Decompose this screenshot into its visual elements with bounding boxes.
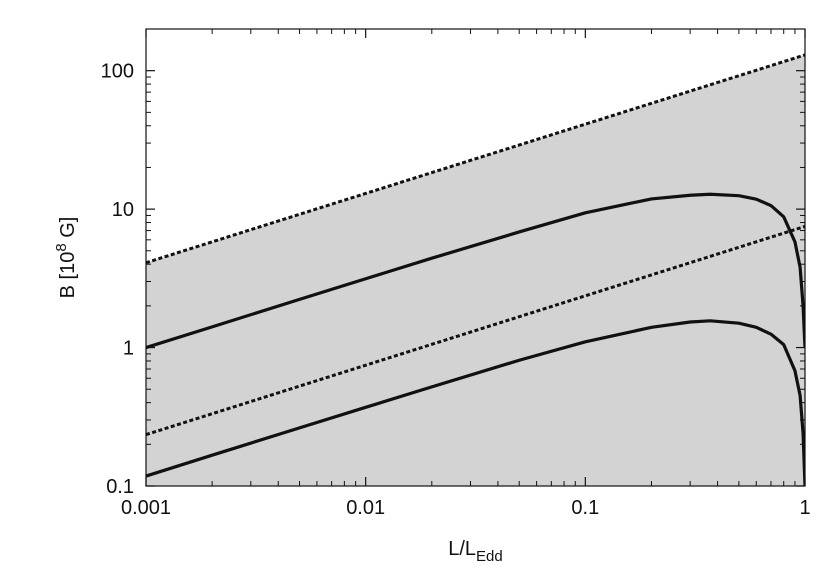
series-layer — [146, 53, 805, 486]
x-axis-label-sub: Edd — [476, 548, 503, 565]
x-tick-label: 1 — [799, 497, 810, 519]
series-line-4 — [146, 319, 805, 486]
x-axis-label: L/LEdd — [448, 538, 503, 565]
shaded-band-layer — [146, 54, 805, 486]
tick-layer: 0.001 0.01 0.1 1 0.1 1 10 100 — [101, 28, 811, 519]
y-axis-label-sup: 8 — [53, 243, 70, 251]
x-tick-label: 0.1 — [571, 497, 599, 519]
y-tick-label: 10 — [112, 199, 134, 221]
y-axis-label: B [108 G] — [53, 217, 79, 299]
y-tick-label: 100 — [101, 61, 134, 83]
series-line-3 — [146, 192, 805, 350]
plot-frame — [145, 28, 806, 487]
x-tick-label: 0.001 — [121, 497, 171, 519]
y-axis-label-post: G] — [57, 217, 79, 244]
y-tick-label: 0.1 — [106, 476, 134, 498]
shaded-region — [146, 54, 805, 486]
series-line-1 — [146, 53, 805, 265]
x-tick-label: 0.01 — [346, 497, 385, 519]
x-axis-label-main: L/L — [448, 538, 476, 560]
y-tick-label: 1 — [123, 338, 134, 360]
series-line-2 — [146, 224, 805, 437]
y-axis-label-pre: B [10 — [57, 252, 79, 299]
